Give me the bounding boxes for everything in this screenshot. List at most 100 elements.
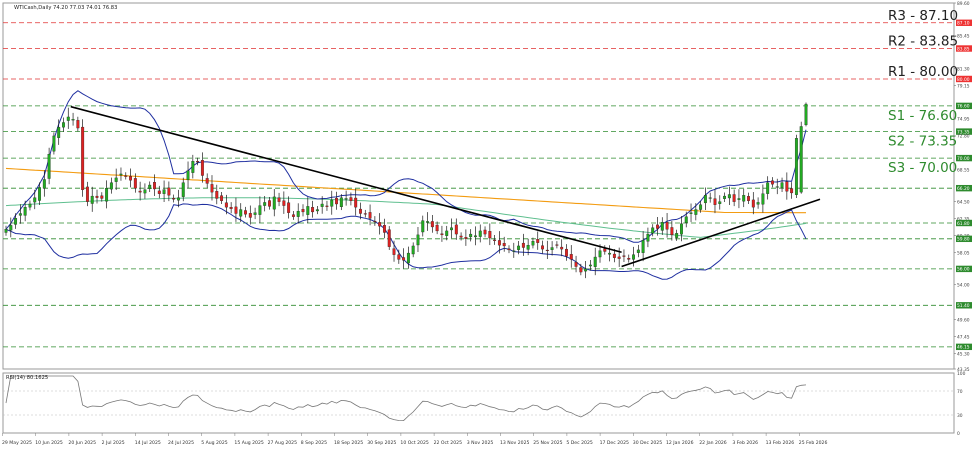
date-label: 12 Jan 2026 xyxy=(666,440,694,446)
candle-body xyxy=(445,230,449,236)
candle-body xyxy=(526,245,530,250)
trendline xyxy=(621,198,821,268)
candle-body xyxy=(62,122,65,128)
level-lines xyxy=(3,22,954,348)
candle-body xyxy=(129,176,133,181)
date-label: 30 Dec 2025 xyxy=(633,440,662,446)
price-tag xyxy=(956,265,972,273)
candle-body xyxy=(593,256,597,267)
candle-body xyxy=(632,254,635,260)
candle-body xyxy=(71,119,75,121)
candle-body xyxy=(555,244,559,246)
candle-body xyxy=(651,227,655,234)
candle-body xyxy=(387,229,391,247)
candle-body xyxy=(373,220,377,223)
candle-body xyxy=(646,233,650,242)
candle-body xyxy=(205,178,209,184)
symbol-header: WTICash,Daily 74.20 77.03 74.01 76.83 xyxy=(14,5,117,11)
candle-body xyxy=(382,225,386,233)
price-tag-label: 87.10 xyxy=(957,21,970,27)
bollinger-upper-line xyxy=(5,90,807,243)
rsi-tick-label: 100 xyxy=(957,371,966,377)
candle-body xyxy=(459,235,463,238)
candle-body xyxy=(641,240,645,253)
candle-body xyxy=(574,262,578,267)
candle-body xyxy=(95,195,99,198)
candle-body xyxy=(474,235,477,238)
candle-body xyxy=(81,126,85,190)
price-tick-label: 74.95 xyxy=(957,117,970,123)
candle-body xyxy=(363,213,367,215)
rsi-panel: 100 70 30 0 xyxy=(3,371,966,437)
price-tick-label: 85.45 xyxy=(957,34,970,40)
date-label: 15 Aug 2025 xyxy=(234,440,264,446)
price-tag-label: 80.00 xyxy=(957,77,970,83)
candle-body xyxy=(521,242,525,248)
trendlines xyxy=(70,105,821,268)
candle-body xyxy=(718,201,722,204)
candle-body xyxy=(119,173,123,176)
candle-body xyxy=(656,224,659,229)
price-tag-label: 61.80 xyxy=(957,221,970,227)
candle-body xyxy=(421,220,425,233)
price-tag-label: 56.00 xyxy=(957,267,970,273)
candle-body xyxy=(181,182,185,197)
candle-body xyxy=(138,190,142,193)
price-tick-label: 47.45 xyxy=(957,334,970,340)
candle-body xyxy=(244,210,247,215)
candle-body xyxy=(397,254,401,260)
price-tag xyxy=(956,75,972,83)
candle-body xyxy=(507,248,511,251)
candle-body xyxy=(349,197,353,201)
candle-body xyxy=(723,195,727,199)
candle-body xyxy=(148,184,152,189)
candle-body xyxy=(469,233,473,238)
candle-body xyxy=(263,202,267,206)
candle-body xyxy=(780,182,784,188)
candle-body xyxy=(220,195,224,201)
price-tick-label: 49.60 xyxy=(957,317,970,323)
candle-body xyxy=(636,249,640,253)
date-label: 5 Dec 2025 xyxy=(566,440,593,446)
candle-body xyxy=(761,193,765,205)
candle-body xyxy=(550,247,554,250)
level-label: S2 - 73.35 xyxy=(888,134,957,150)
candle-body xyxy=(339,197,343,208)
date-label: 14 Jul 2025 xyxy=(135,440,161,446)
candle-body xyxy=(426,221,430,223)
date-label: 5 Aug 2025 xyxy=(201,440,228,446)
candle-body xyxy=(670,227,674,236)
level-label: R2 - 83.85 xyxy=(888,34,958,50)
candle-body xyxy=(665,222,669,230)
candle-body xyxy=(325,205,329,207)
price-tag xyxy=(956,45,972,52)
date-label: 25 Nov 2025 xyxy=(533,440,562,446)
candle-body xyxy=(153,182,156,190)
candle-body xyxy=(200,160,204,176)
candle-body xyxy=(617,256,621,259)
price-tag xyxy=(956,184,972,192)
trendline xyxy=(70,105,622,254)
candle-body xyxy=(531,241,535,246)
level-label: R1 - 80.00 xyxy=(888,64,958,80)
candle-body xyxy=(344,198,348,200)
candle-body xyxy=(320,203,324,207)
price-tick-label: 45.30 xyxy=(957,351,970,357)
candle-body xyxy=(708,197,712,199)
candle-body xyxy=(775,186,779,188)
candle-body xyxy=(454,224,458,235)
candle-body xyxy=(603,248,607,252)
candle-body xyxy=(545,249,549,252)
candle-body xyxy=(684,216,688,223)
candle-body xyxy=(224,202,228,208)
candle-body xyxy=(248,213,252,218)
candle-body xyxy=(794,138,798,195)
candle-body xyxy=(694,209,698,215)
date-label: 22 Oct 2025 xyxy=(434,440,462,446)
candle-body xyxy=(196,161,200,163)
level-labels: R3 - 87.10 R2 - 83.85 R1 - 80.00 S1 - 76.60… xyxy=(888,8,958,176)
candle-body xyxy=(416,234,420,246)
candle-body xyxy=(177,197,180,201)
candle-body xyxy=(541,245,544,250)
